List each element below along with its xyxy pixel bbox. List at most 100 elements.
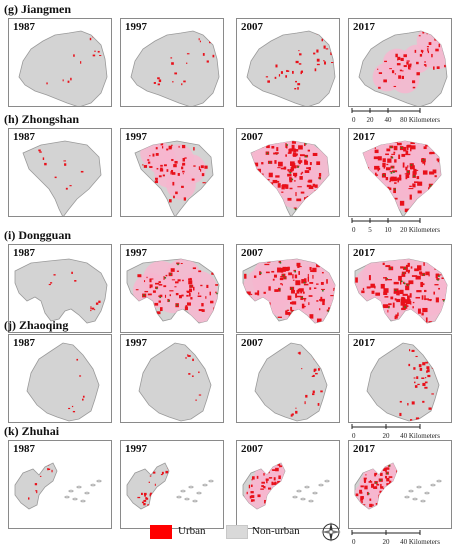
island bbox=[301, 498, 305, 500]
urban-patch bbox=[366, 167, 368, 172]
island bbox=[189, 486, 193, 488]
vegetation-patch bbox=[437, 279, 439, 281]
urban-patch bbox=[265, 510, 267, 512]
vegetation-patch bbox=[294, 271, 296, 273]
urban-patch bbox=[438, 159, 439, 163]
vegetation-patch bbox=[413, 254, 415, 256]
urban-patch bbox=[277, 200, 281, 203]
urban-patch bbox=[274, 275, 277, 278]
urban-patch bbox=[422, 383, 425, 386]
vegetation-patch bbox=[291, 288, 293, 290]
urban-patch bbox=[189, 286, 192, 287]
urban-patch bbox=[181, 83, 182, 85]
urban-patch bbox=[410, 148, 411, 152]
urban-patch bbox=[144, 291, 148, 292]
urban-patch bbox=[149, 482, 150, 483]
urban-patch bbox=[278, 475, 281, 479]
island bbox=[405, 496, 409, 498]
urban-patch bbox=[383, 263, 385, 265]
urban-patch bbox=[375, 293, 380, 296]
urban-patch bbox=[425, 65, 426, 67]
urban-patch bbox=[274, 160, 276, 164]
urban-patch bbox=[324, 61, 326, 64]
urban-patch bbox=[285, 75, 287, 77]
urban-patch bbox=[199, 166, 200, 170]
urban-patch bbox=[188, 278, 192, 280]
vegetation-patch bbox=[394, 189, 396, 191]
urban-patch bbox=[375, 150, 379, 153]
vegetation-patch bbox=[170, 273, 172, 275]
urban-patch bbox=[422, 308, 427, 312]
urban-patch bbox=[144, 165, 147, 168]
urban-patch bbox=[424, 290, 426, 292]
island bbox=[313, 492, 317, 494]
urban-patch bbox=[293, 152, 296, 157]
urban-patch bbox=[174, 161, 177, 164]
vegetation-patch bbox=[393, 171, 395, 173]
urban-patch bbox=[407, 295, 410, 299]
urban-patch bbox=[70, 78, 71, 81]
map-panel: 2007 bbox=[236, 334, 340, 423]
urban-patch bbox=[291, 474, 293, 475]
urban-patch bbox=[438, 288, 440, 290]
urban-patch bbox=[435, 147, 438, 149]
urban-patch bbox=[98, 301, 100, 303]
urban-patch bbox=[324, 46, 326, 49]
urban-patch bbox=[295, 81, 297, 82]
urban-patch bbox=[372, 504, 374, 505]
map-panel: 1997 bbox=[120, 334, 224, 423]
urban-patch bbox=[192, 359, 194, 361]
urban-patch bbox=[162, 472, 164, 474]
urban-patch bbox=[433, 292, 435, 295]
urban-patch bbox=[274, 477, 276, 480]
urban-patch bbox=[308, 274, 309, 278]
urban-patch bbox=[303, 292, 305, 294]
urban-patch bbox=[437, 194, 441, 198]
urban-patch bbox=[358, 313, 359, 317]
urban-patch bbox=[439, 44, 441, 48]
urban-patch bbox=[390, 199, 392, 202]
urban-patch bbox=[369, 275, 371, 280]
year-label: 1997 bbox=[125, 21, 147, 33]
urban-patch bbox=[278, 162, 283, 167]
urban-patch bbox=[185, 305, 187, 308]
urban-patch bbox=[399, 413, 401, 416]
urban-patch bbox=[391, 154, 395, 155]
urban-patch bbox=[414, 377, 416, 378]
map-panel: 1987 bbox=[8, 440, 112, 529]
urban-patch bbox=[172, 182, 174, 186]
urban-patch bbox=[161, 474, 163, 475]
urban-patch bbox=[170, 57, 172, 58]
urban-patch bbox=[147, 506, 148, 508]
urban-patch bbox=[299, 176, 302, 180]
urban-patch bbox=[403, 54, 407, 57]
vegetation-patch bbox=[304, 282, 306, 284]
vegetation-patch bbox=[355, 303, 357, 305]
urban-patch bbox=[159, 284, 163, 285]
urban-patch bbox=[200, 285, 202, 286]
urban-patch bbox=[356, 500, 357, 503]
urban-patch bbox=[174, 72, 177, 74]
urban-patch bbox=[433, 359, 435, 361]
urban-patch bbox=[314, 288, 316, 289]
urban-patch bbox=[63, 160, 66, 161]
urban-patch bbox=[385, 468, 388, 469]
urban-patch bbox=[420, 368, 422, 371]
urban-patch bbox=[273, 153, 277, 155]
urban-patch bbox=[184, 197, 186, 200]
urban-patch bbox=[415, 356, 417, 357]
vegetation-patch bbox=[404, 306, 406, 308]
year-label: 2017 bbox=[353, 21, 375, 33]
urban-patch bbox=[318, 368, 320, 371]
urban-patch bbox=[173, 196, 175, 199]
urban-patch bbox=[293, 280, 295, 281]
urban-patch bbox=[287, 174, 291, 177]
urban-patch bbox=[316, 50, 318, 53]
vegetation-patch bbox=[318, 140, 320, 142]
urban-patch bbox=[267, 512, 269, 515]
urban-patch bbox=[427, 375, 430, 377]
urban-patch bbox=[208, 361, 210, 363]
urban-patch bbox=[288, 296, 292, 300]
urban-patch bbox=[413, 87, 416, 89]
urban-patch bbox=[412, 350, 415, 352]
